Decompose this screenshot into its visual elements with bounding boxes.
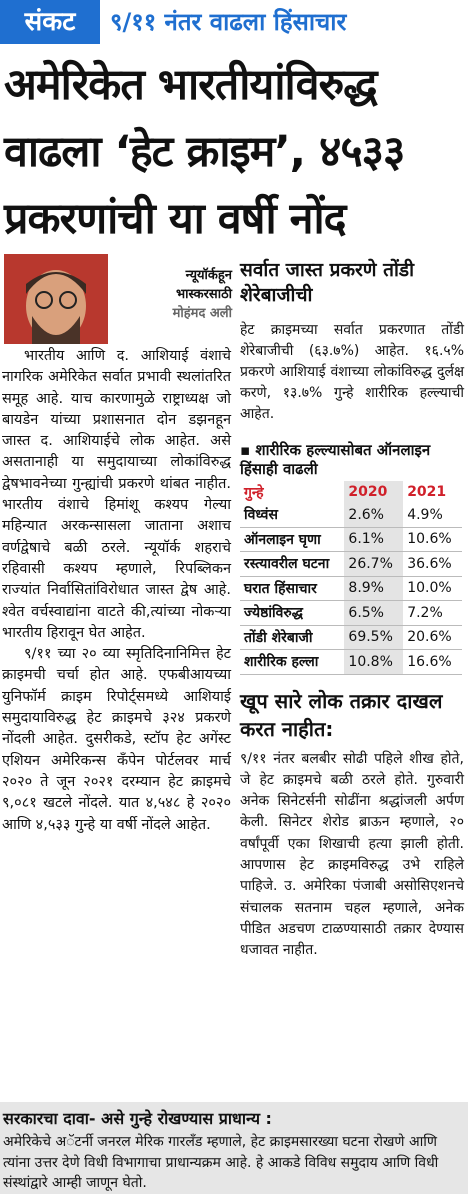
table-cell: 2.6% (344, 503, 404, 528)
byline-author: मोहंमद अली (172, 306, 232, 321)
byline: न्यूयॉर्कहून भास्करसाठी मोहंमद अली (114, 266, 232, 323)
table-row: रस्त्यावरील घटना 26.7% 36.6% (240, 551, 462, 577)
table-cell: 8.9% (344, 576, 404, 601)
table-cell: घरात हिंसाचार (240, 576, 345, 601)
table-cell: 10.6% (403, 527, 462, 552)
table-cell: 26.7% (344, 551, 404, 577)
table-cell: रस्त्यावरील घटना (240, 551, 345, 577)
subheading: खूप सारे लोक तक्रार दाखल करत नाहीत: (240, 688, 443, 741)
table-row: ऑनलाइन घृणा 6.1% 10.6% (240, 527, 462, 552)
column-header: 2020 (344, 481, 404, 503)
footer-box: सरकारचा दावा- असे गुन्हे रोखण्यास प्राधा… (0, 1102, 468, 1194)
left-column: भारतीय आणि द. आशियाई वंशाचे नागरिक अमेरि… (2, 346, 231, 836)
right-column: सर्वात जास्त प्रकरणे तोंडी शेरेबाजीची हे… (240, 258, 464, 961)
table-cell: 20.6% (403, 625, 462, 650)
table-row: तोंडी शेरेबाजी 69.5% 20.6% (240, 625, 462, 650)
table-cell: 10.0% (403, 576, 462, 601)
byline-place: न्यूयॉर्कहून (185, 268, 232, 283)
footer-text: अमेरिकेचे अॅटर्नी जनरल मेरिक गारलँड म्हण… (3, 1134, 439, 1191)
paragraph: भारतीय आणि द. आशियाई वंशाचे नागरिक अमेरि… (2, 348, 231, 641)
table-cell: 36.6% (403, 551, 462, 577)
paragraph: ९/११ च्या २० व्या स्मृतिदिनानिमित्त हेट … (2, 646, 231, 833)
headline: वाढला ‘हेट क्राइम’, ४५३३ (4, 127, 405, 177)
table-cell: ज्येष्ठांविरुद्ध (240, 600, 345, 626)
kicker: ९/११ नंतर वाढला हिंसाचार (110, 8, 347, 36)
table-cell: 10.8% (344, 649, 404, 675)
paragraph: ९/११ नंतर बलबीर सोढी पहिले शीख होते, जे … (240, 750, 464, 959)
table-cell: 7.2% (403, 600, 462, 626)
table-header: गुन्हे 2020 2021 (240, 481, 462, 503)
section-tag: संकट (0, 0, 100, 44)
paragraph: हेट क्राइमच्या सर्वात प्रकरणात तोंडी शेर… (240, 322, 464, 422)
column-header: गुन्हे (244, 484, 264, 501)
table-cell: विध्वंस (240, 503, 345, 528)
table-cell: तोंडी शेरेबाजी (240, 625, 345, 650)
data-table: गुन्हे 2020 2021 विध्वंस 2.6% 4.9% ऑनलाइन घृणा… (240, 481, 462, 675)
table-row: ज्येष्ठांविरुद्ध 6.5% 7.2% (240, 600, 462, 626)
author-photo (4, 254, 108, 344)
headline: प्रकरणांची या वर्षी नोंद (4, 194, 346, 244)
table-cell: ऑनलाइन घृणा (240, 527, 345, 552)
footer-title: सरकारचा दावा- असे गुन्हे रोखण्यास प्राधा… (3, 1109, 272, 1128)
column-header: 2021 (407, 484, 447, 500)
table-title: ▪ शारीरिक हल्ल्यासोबत ऑनलाइन हिंसाही वाढ… (240, 441, 431, 478)
table-cell: 6.1% (344, 527, 404, 552)
subheading: सर्वात जास्त प्रकरणे तोंडी शेरेबाजीची (240, 259, 414, 306)
table-cell: 69.5% (344, 625, 404, 650)
table-row: विध्वंस 2.6% 4.9% (240, 503, 462, 528)
headline: अमेरिकेत भारतीयांविरुद्ध (4, 60, 378, 110)
table-row: शारीरिक हल्ला 10.8% 16.6% (240, 649, 462, 675)
table-cell: शारीरिक हल्ला (240, 649, 345, 675)
table-cell: 6.5% (344, 600, 404, 626)
table-cell: 16.6% (403, 649, 462, 675)
table-row: घरात हिंसाचार 8.9% 10.0% (240, 576, 462, 601)
byline-paper: भास्करसाठी (176, 287, 232, 302)
table-cell: 4.9% (403, 503, 462, 528)
